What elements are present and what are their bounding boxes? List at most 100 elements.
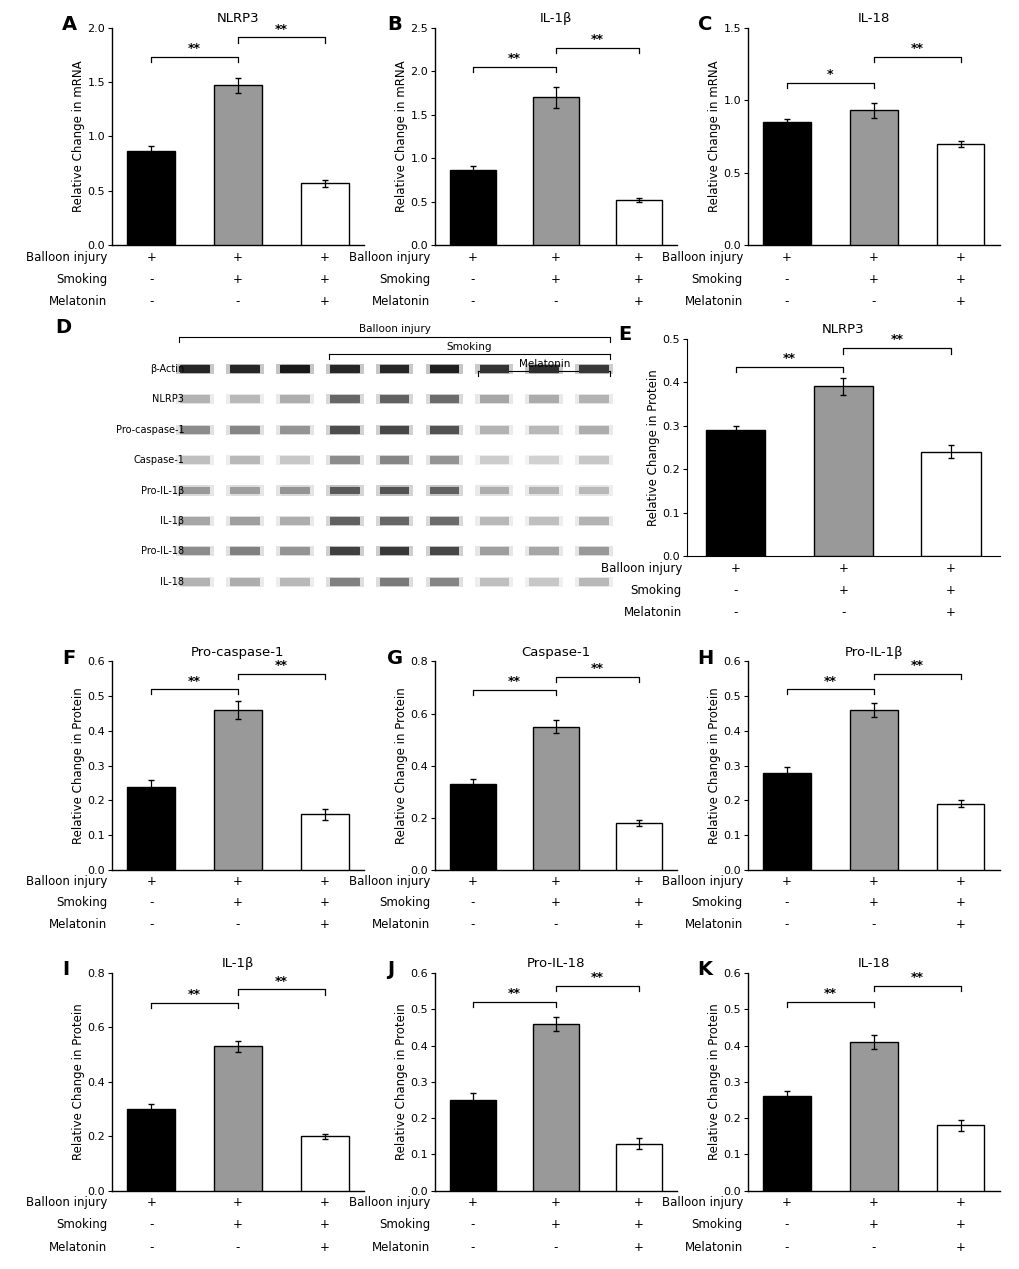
Text: G: G [386,648,403,667]
Text: +: + [550,874,560,888]
Bar [330,516,359,527]
Bar [475,456,513,466]
Bar [230,486,260,495]
Bar [530,456,558,466]
Bar [379,365,409,373]
Text: -: - [784,273,789,286]
Text: +: + [955,273,965,286]
Text: **: ** [823,675,837,688]
Bar [230,456,260,464]
Bar [705,430,764,556]
Bar [813,386,872,556]
Bar [329,396,360,404]
Bar [276,456,314,466]
Bar [575,547,612,557]
Bar [575,395,612,405]
Bar [479,486,508,495]
Bar [280,516,309,527]
Bar [379,516,409,525]
Bar [280,364,309,374]
Text: -: - [553,1241,557,1254]
Text: -: - [733,584,737,596]
Title: Pro-IL-1β: Pro-IL-1β [844,646,902,659]
Bar [430,577,459,586]
Text: -: - [235,1241,239,1254]
Bar [375,364,413,374]
Bar [329,577,360,586]
Text: Balloon injury: Balloon injury [348,874,430,888]
Text: Melatonin: Melatonin [49,296,107,308]
Bar [329,516,360,525]
Text: +: + [730,562,740,575]
Bar [180,577,209,586]
Bar [579,426,608,434]
Text: **: ** [274,23,287,36]
Text: +: + [550,273,560,286]
Bar [429,577,459,586]
Bar [226,547,264,557]
Bar [530,486,558,496]
Text: -: - [470,1241,475,1254]
Y-axis label: Relative Change in Protein: Relative Change in Protein [646,369,659,525]
Text: -: - [235,917,239,930]
Text: Melatonin: Melatonin [372,296,430,308]
Bar [762,1096,810,1190]
Bar [849,711,897,871]
Text: +: + [634,251,643,264]
Bar [127,1109,175,1190]
Bar [849,110,897,245]
Text: Smoking: Smoking [446,341,492,352]
Bar [579,425,607,435]
Bar [479,396,508,404]
Text: +: + [868,1218,878,1231]
Bar [380,516,409,527]
Title: NLRP3: NLRP3 [216,11,259,25]
Bar [176,577,214,586]
Bar [127,787,175,871]
Bar [180,426,210,434]
Bar [525,516,562,527]
Bar [475,364,513,374]
Bar [280,426,310,434]
Text: +: + [320,917,329,930]
Text: Smoking: Smoking [691,1218,742,1231]
Bar [525,486,562,496]
Text: -: - [784,917,789,930]
Text: +: + [146,251,156,264]
Bar [301,1136,348,1190]
Text: Smoking: Smoking [378,273,430,286]
Bar [849,1042,897,1190]
Text: +: + [320,1241,329,1254]
Bar [280,547,309,557]
Text: +: + [868,273,878,286]
Bar [449,784,495,871]
Text: +: + [468,874,477,888]
Text: Balloon injury: Balloon injury [600,562,682,575]
Bar [380,395,409,405]
Bar [180,395,209,405]
Bar [230,396,260,404]
Bar [575,577,612,586]
Text: Melatonin: Melatonin [372,1241,430,1254]
Y-axis label: Relative Change in Protein: Relative Change in Protein [71,1004,85,1160]
Text: Caspase-1: Caspase-1 [133,456,184,466]
Bar [330,395,359,405]
Bar [429,456,459,464]
Bar [330,456,359,466]
Bar [380,486,409,496]
Text: Smoking: Smoking [630,584,682,596]
Bar [575,425,612,435]
Text: +: + [782,874,791,888]
Bar [480,486,508,496]
Bar [329,426,360,434]
Text: +: + [838,562,848,575]
Bar [430,486,459,496]
Bar [230,456,259,466]
Bar [301,183,348,245]
Text: Pro-IL-1β: Pro-IL-1β [141,486,184,495]
Bar [180,365,210,373]
Bar [325,425,363,435]
Text: -: - [149,1241,153,1254]
Text: **: ** [910,42,923,55]
Text: +: + [634,917,643,930]
